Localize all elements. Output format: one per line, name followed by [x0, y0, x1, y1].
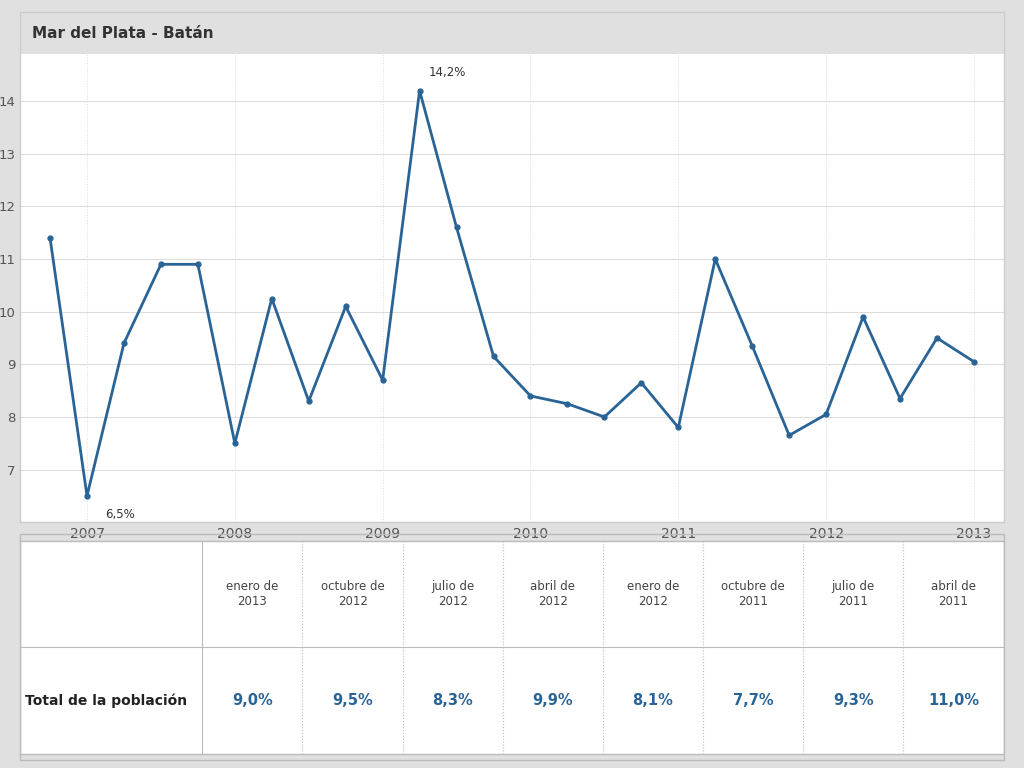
- Text: Mar del Plata - Batán: Mar del Plata - Batán: [33, 26, 214, 41]
- Text: 9,3%: 9,3%: [833, 693, 873, 708]
- Text: 11,0%: 11,0%: [928, 693, 979, 708]
- Text: abril de
2011: abril de 2011: [931, 580, 976, 607]
- Text: 6,5%: 6,5%: [105, 508, 135, 521]
- Text: Total de la población: Total de la población: [26, 693, 187, 707]
- Text: 9,5%: 9,5%: [332, 693, 373, 708]
- Text: 14,2%: 14,2%: [429, 66, 466, 79]
- FancyBboxPatch shape: [20, 541, 1004, 753]
- Text: 8,3%: 8,3%: [432, 693, 473, 708]
- Text: 9,0%: 9,0%: [232, 693, 272, 708]
- Text: julio de
2011: julio de 2011: [831, 580, 874, 607]
- Text: 9,9%: 9,9%: [532, 693, 573, 708]
- Text: 8,1%: 8,1%: [633, 693, 674, 708]
- Text: octubre de
2012: octubre de 2012: [321, 580, 384, 607]
- Text: enero de
2012: enero de 2012: [627, 580, 679, 607]
- Text: abril de
2012: abril de 2012: [530, 580, 575, 607]
- Text: julio de
2012: julio de 2012: [431, 580, 474, 607]
- Text: octubre de
2011: octubre de 2011: [721, 580, 785, 607]
- Text: 7,7%: 7,7%: [733, 693, 773, 708]
- Text: enero de
2013: enero de 2013: [226, 580, 279, 607]
